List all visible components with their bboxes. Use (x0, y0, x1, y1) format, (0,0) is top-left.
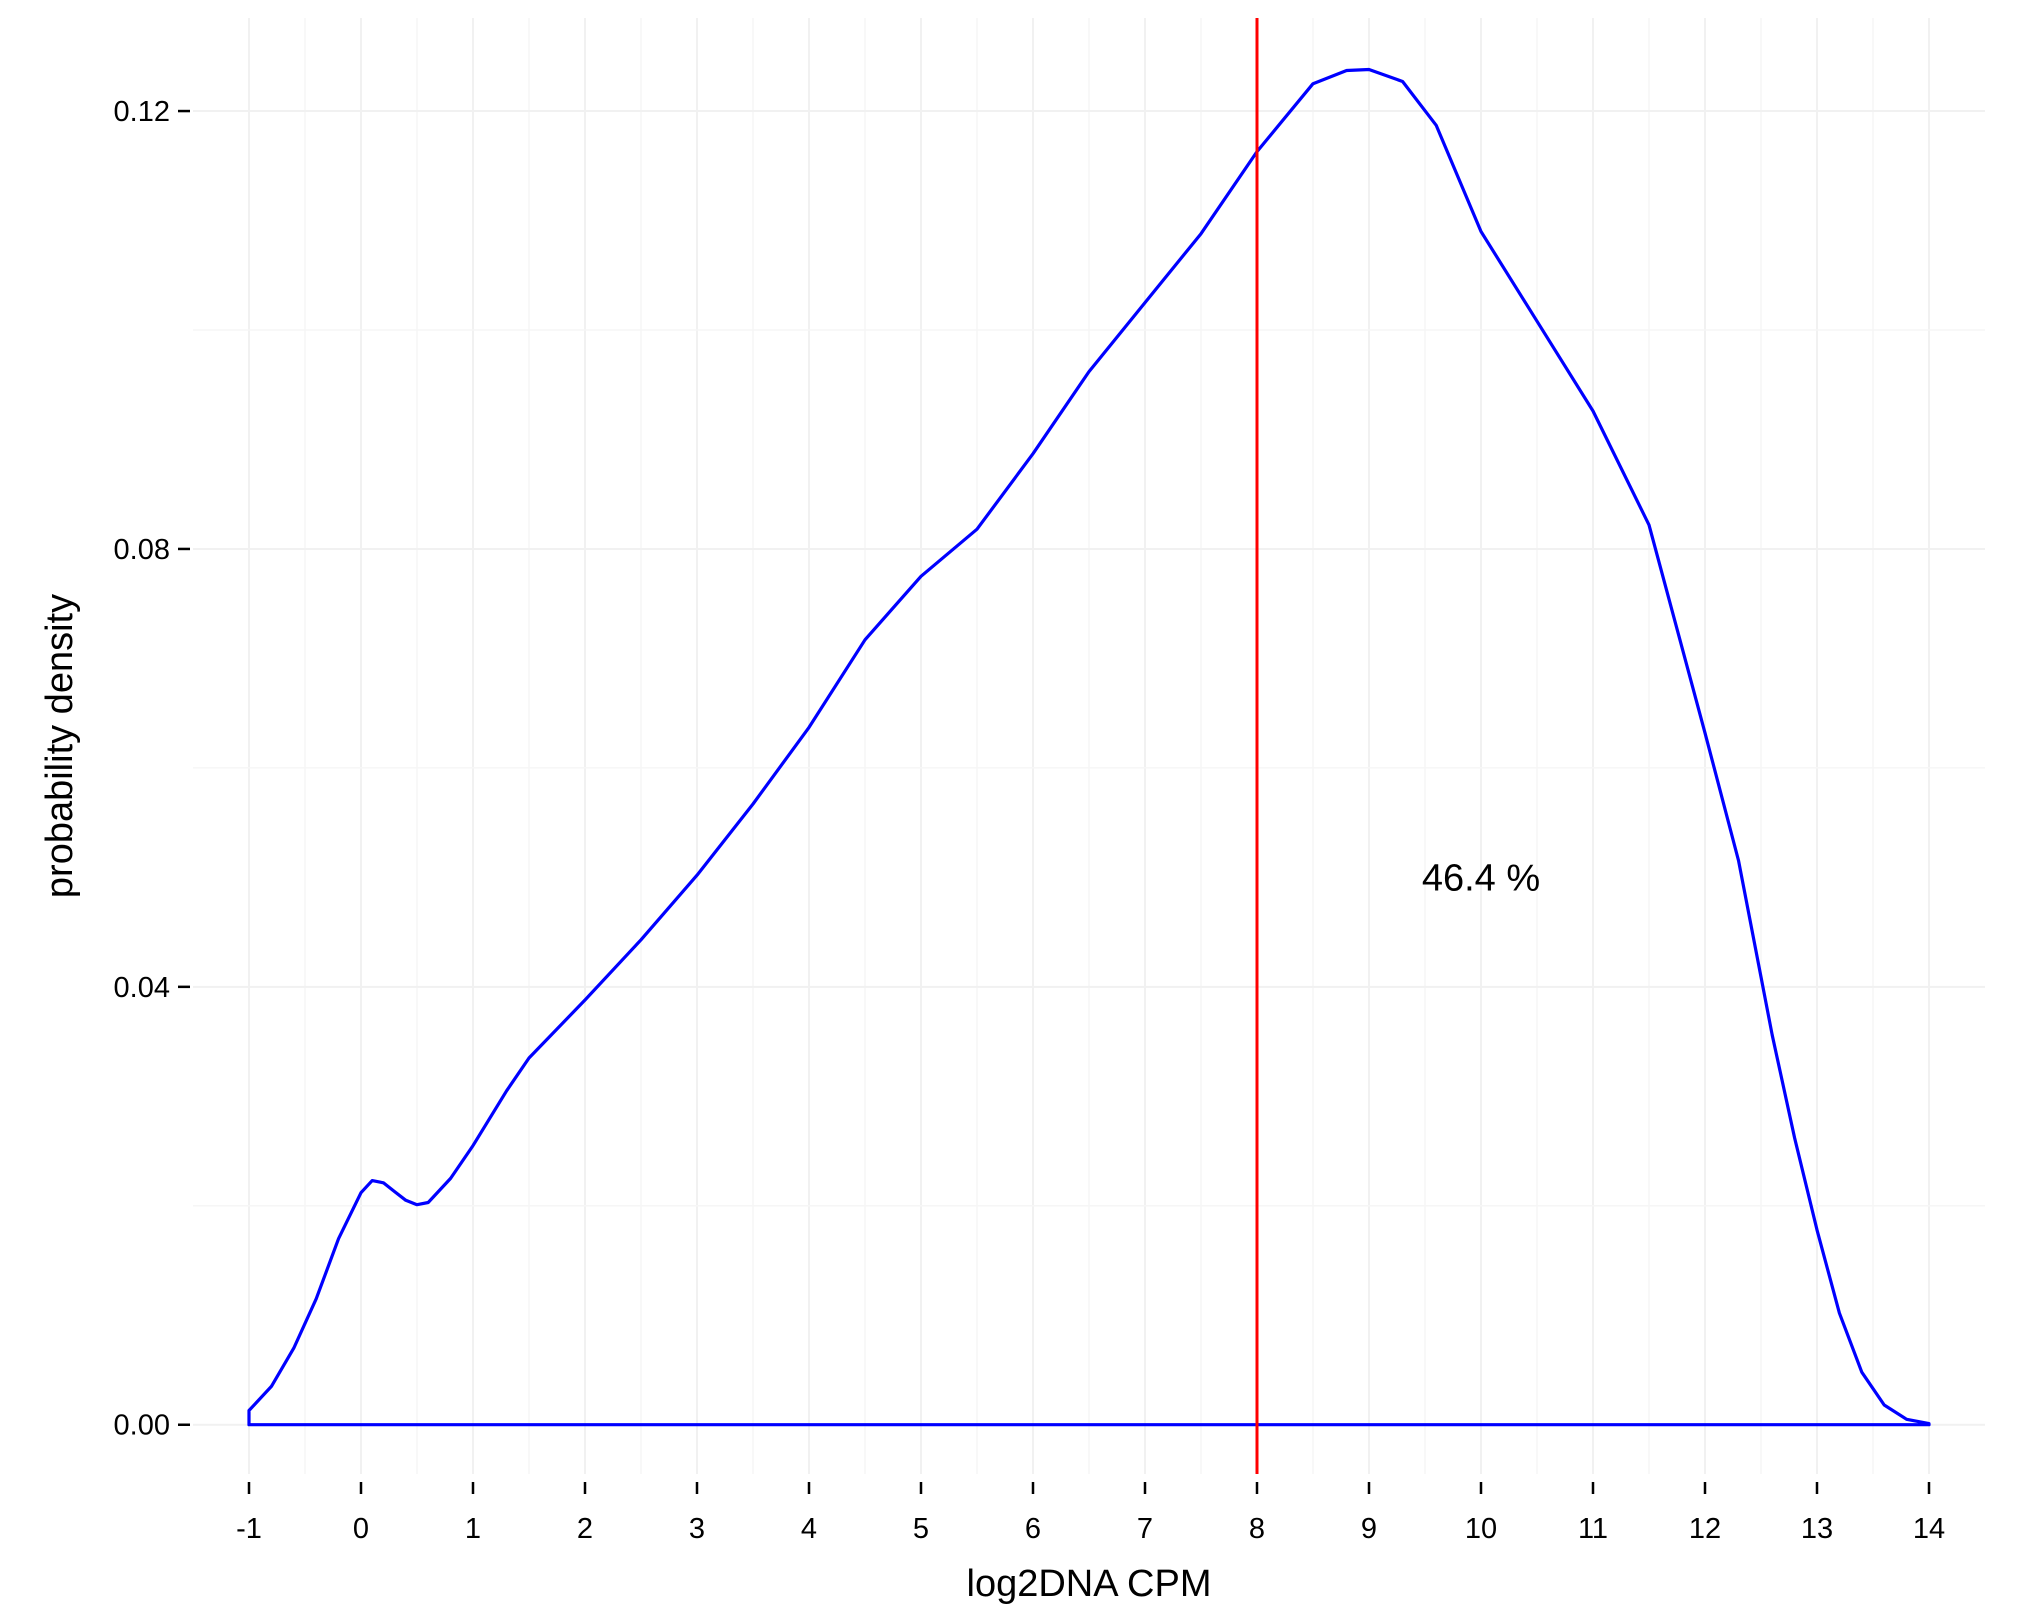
x-tick-label: 5 (913, 1513, 929, 1545)
y-tick-label: 0.04 (114, 972, 170, 1004)
x-tick-label: 2 (577, 1513, 593, 1545)
y-tick-label: 0.08 (114, 534, 170, 566)
x-tick-label: 8 (1249, 1513, 1265, 1545)
x-tick-label: 7 (1137, 1513, 1153, 1545)
density-curve (247, 67, 1931, 1427)
percentage-annotation: 46.4 % (1422, 857, 1540, 899)
x-tick-label: 13 (1801, 1513, 1833, 1545)
x-tick-label: 11 (1578, 1513, 1608, 1545)
y-tick-label: 0.00 (114, 1410, 170, 1442)
x-tick-label: 3 (689, 1513, 705, 1545)
grid-lines (193, 18, 1985, 1474)
plot-area (247, 18, 1931, 1474)
x-tick-label: 1 (465, 1513, 481, 1545)
x-tick-label: 12 (1689, 1513, 1721, 1545)
x-tick-label: 9 (1361, 1513, 1377, 1545)
x-tick-label: 6 (1025, 1513, 1041, 1545)
x-tick-label: 14 (1913, 1513, 1945, 1545)
y-axis-title: probability density (39, 594, 81, 898)
axes: -1 0 1 2 3 4 5 6 7 8 9 10 11 12 13 140.000.040.080.12 (114, 96, 1946, 1545)
x-tick-label: -1 (236, 1513, 262, 1545)
x-tick-label: 10 (1465, 1513, 1497, 1545)
y-tick-label: 0.12 (114, 96, 170, 128)
x-tick-label: 4 (801, 1513, 817, 1545)
x-tick-label: 0 (353, 1513, 369, 1545)
x-axis-title: log2DNA CPM (967, 1563, 1212, 1605)
